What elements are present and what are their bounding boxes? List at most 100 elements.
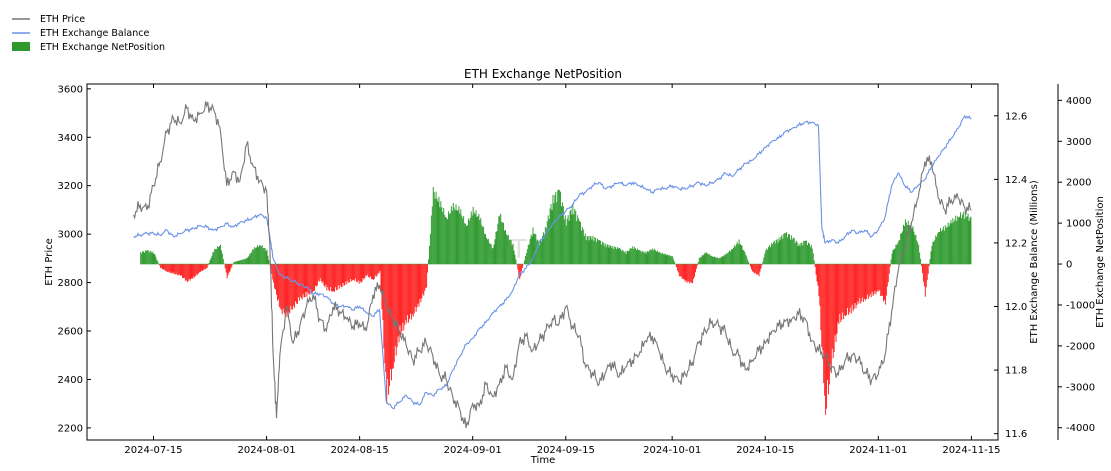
netposition-bar <box>533 233 535 265</box>
netposition-bar <box>882 264 884 296</box>
netposition-bar <box>686 264 688 283</box>
netposition-bar <box>403 264 405 331</box>
netposition-bar <box>884 264 886 305</box>
netposition-bar <box>502 222 504 265</box>
netposition-tick-label: -3000 <box>1066 382 1095 393</box>
netposition-bar <box>538 241 540 265</box>
netposition-bar <box>254 247 256 265</box>
netposition-bar <box>322 264 324 282</box>
netposition-bar <box>464 223 466 265</box>
netposition-bar <box>497 223 499 265</box>
netposition-bar <box>717 258 719 265</box>
netposition-bar <box>888 264 890 274</box>
netposition-bar <box>360 264 362 283</box>
x-tick-label: 2024-11-15 <box>942 445 1000 456</box>
netposition-bar <box>902 231 904 265</box>
netposition-bar <box>557 190 559 265</box>
netposition-bar <box>953 222 955 265</box>
netposition-bar <box>455 204 457 265</box>
netposition-bar <box>442 211 444 265</box>
netposition-bar <box>391 264 393 369</box>
netposition-bar <box>373 264 375 279</box>
netposition-bar <box>331 264 333 292</box>
netposition-bar <box>716 257 718 265</box>
netposition-bar <box>743 250 745 265</box>
netposition-bar <box>197 264 199 275</box>
netposition-bar <box>911 228 913 265</box>
netposition-bar <box>528 244 530 265</box>
netposition-bar <box>566 218 568 265</box>
netposition-bar <box>146 250 148 265</box>
netposition-bar <box>278 264 280 308</box>
netposition-bar <box>337 264 339 286</box>
netposition-bar <box>756 264 758 276</box>
netposition-bar <box>493 244 495 265</box>
netposition-bar <box>965 217 967 265</box>
netposition-bar <box>155 256 157 265</box>
netposition-bar <box>773 240 775 265</box>
netposition-bar <box>789 234 790 265</box>
netposition-bar <box>877 264 879 291</box>
netposition-bar <box>396 264 398 348</box>
netposition-bar <box>910 222 912 265</box>
netposition-bar <box>332 264 334 292</box>
netposition-bar <box>276 264 278 301</box>
netposition-bar <box>620 251 622 265</box>
netposition-bar <box>447 211 449 265</box>
netposition-bar <box>585 239 587 265</box>
netposition-bar <box>729 250 731 265</box>
netposition-bar <box>926 264 928 280</box>
netposition-bar <box>346 264 348 285</box>
netposition-bar <box>304 264 306 298</box>
netposition-tick-label: -4000 <box>1066 423 1095 434</box>
netposition-bar <box>257 247 259 265</box>
netposition-bar <box>302 264 304 295</box>
netposition-bar <box>791 239 793 265</box>
netposition-bar <box>898 240 900 265</box>
netposition-bar <box>469 217 471 265</box>
netposition-bar <box>424 264 426 292</box>
netposition-bar <box>931 245 933 265</box>
netposition-bar <box>747 259 749 265</box>
netposition-bar <box>629 248 631 265</box>
netposition-bar <box>441 207 443 265</box>
netposition-bar <box>731 249 733 265</box>
netposition-bar <box>561 206 562 265</box>
netposition-bar <box>408 264 410 323</box>
netposition-bar <box>777 242 779 265</box>
netposition-bar <box>389 264 391 387</box>
legend: ETH Price ETH Exchange Balance ETH Excha… <box>12 14 165 53</box>
netposition-bar <box>772 242 774 265</box>
netposition-bar <box>665 255 667 265</box>
netposition-bar <box>456 210 458 265</box>
netposition-bar <box>306 264 308 297</box>
netposition-bar <box>238 260 239 265</box>
netposition-bar <box>233 262 235 265</box>
netposition-bar <box>507 234 509 265</box>
netposition-bar <box>253 249 255 265</box>
netposition-bar <box>516 264 518 265</box>
netposition-bar <box>913 231 915 265</box>
netposition-bar <box>543 234 545 265</box>
netposition-bar <box>181 264 183 278</box>
netposition-bar <box>710 255 712 265</box>
netposition-bar <box>183 264 185 278</box>
netposition-bar <box>881 264 883 296</box>
netposition-bar <box>187 264 189 282</box>
netposition-bar <box>237 260 239 265</box>
netposition-bar <box>918 244 920 265</box>
netposition-bar <box>297 264 299 298</box>
netposition-bar <box>654 248 656 265</box>
netposition-bar <box>466 225 467 265</box>
netposition-bar <box>775 240 777 265</box>
netposition-bar <box>420 264 422 303</box>
netposition-bar <box>348 264 350 283</box>
netposition-bar <box>355 264 357 282</box>
netposition-bar <box>182 264 184 279</box>
netposition-bar <box>221 253 223 265</box>
netposition-bar <box>463 216 465 265</box>
plot-frame <box>86 83 999 441</box>
netposition-bar <box>459 213 461 265</box>
netposition-bar <box>508 239 510 265</box>
netposition-bar <box>307 264 309 293</box>
